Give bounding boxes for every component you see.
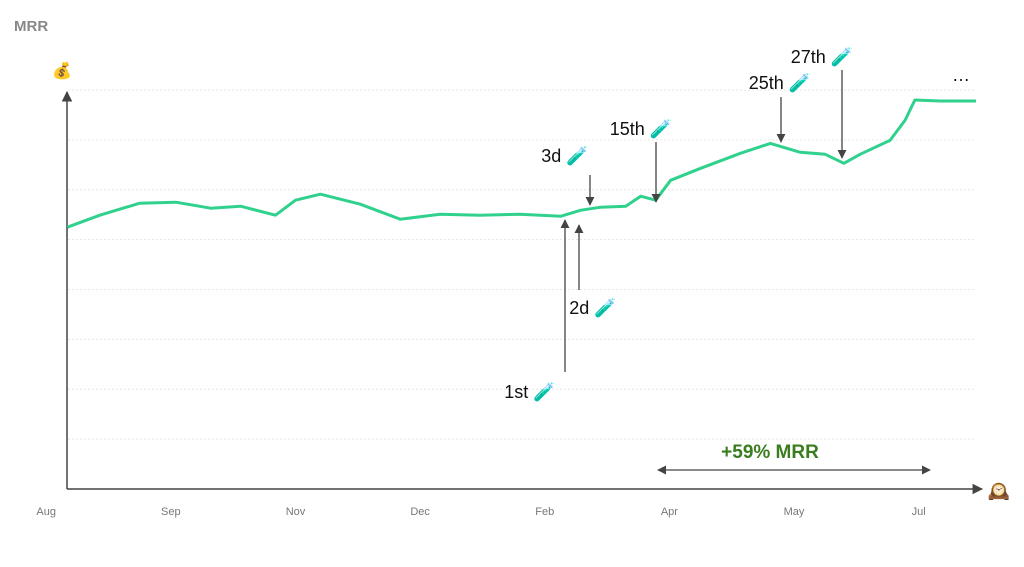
chart-title: MRR	[14, 18, 48, 35]
annotation-label: …	[952, 65, 970, 85]
x-tick-label: Feb	[535, 506, 554, 518]
x-tick-label: Apr	[661, 506, 678, 518]
x-tick-label: Nov	[286, 506, 306, 518]
annotation-label: 2d 🧪	[569, 298, 616, 318]
annotation-label: 1st 🧪	[504, 382, 555, 402]
annotation-label: 27th 🧪	[791, 47, 853, 67]
mrr-line	[66, 98, 976, 229]
x-tick-label: Dec	[410, 506, 430, 518]
x-axis-icon: 🕰️	[988, 481, 1010, 501]
y-axis-icon: 💰	[52, 61, 72, 80]
x-tick-label: May	[784, 506, 805, 518]
range-label: +59% MRR	[721, 442, 819, 463]
x-tick-label: Aug	[36, 506, 56, 518]
annotation-label: 3d 🧪	[541, 146, 588, 166]
x-tick-label: Sep	[161, 506, 181, 518]
annotation-label: 15th 🧪	[610, 119, 672, 139]
annotation-label: 25th 🧪	[749, 73, 811, 93]
x-tick-label: Jul	[912, 506, 926, 518]
